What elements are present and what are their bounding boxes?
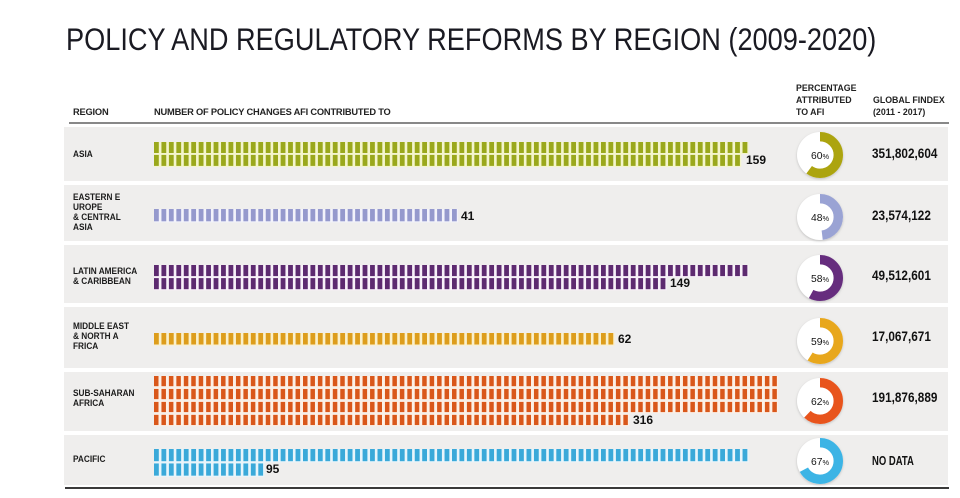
svg-text:62%: 62%	[811, 397, 829, 408]
svg-text:60%: 60%	[811, 151, 829, 162]
svg-text:67%: 67%	[811, 457, 829, 468]
svg-text:59%: 59%	[811, 337, 829, 348]
svg-text:58%: 58%	[811, 274, 829, 285]
svg-text:48%: 48%	[811, 213, 829, 224]
